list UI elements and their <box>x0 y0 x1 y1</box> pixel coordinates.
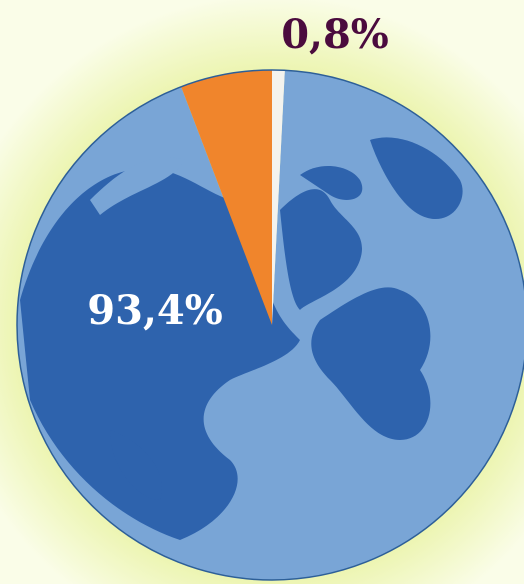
data-label: 0,8% <box>281 11 389 58</box>
lake <box>90 157 185 215</box>
continents <box>20 137 463 540</box>
continent <box>300 165 363 200</box>
continent <box>370 137 463 220</box>
pie-overlay <box>181 70 285 325</box>
globe-outline <box>16 69 524 581</box>
pie-slice <box>181 70 272 325</box>
continent <box>280 189 363 310</box>
continent <box>110 430 162 500</box>
data-label: 93,4% <box>87 287 222 334</box>
continent <box>20 167 300 540</box>
pie-slice <box>272 70 285 325</box>
continent <box>311 287 431 440</box>
